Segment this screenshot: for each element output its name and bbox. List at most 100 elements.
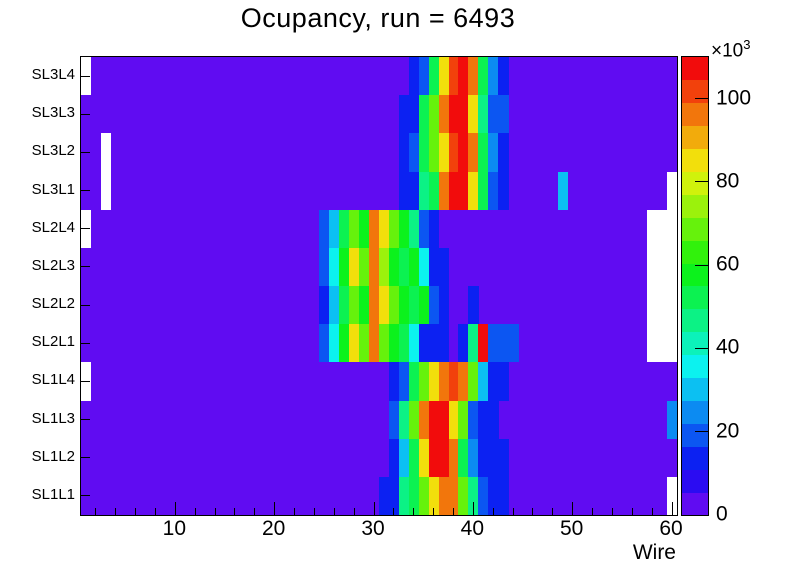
colorbar-band <box>682 148 708 172</box>
heatmap-cell <box>428 209 440 249</box>
heatmap-cell <box>438 400 450 440</box>
x-major-tick <box>572 502 574 515</box>
heatmap-cell <box>418 247 430 287</box>
x-major-tick <box>671 502 673 515</box>
heatmap-empty-cell <box>667 324 678 363</box>
y-tick <box>81 304 90 306</box>
x-minor-tick <box>254 508 256 515</box>
heatmap-cell <box>478 476 489 516</box>
y-tick <box>81 457 90 459</box>
colorbar-band <box>682 194 708 218</box>
heatmap-cell <box>438 324 450 363</box>
colorbar-band <box>682 469 708 493</box>
heatmap-cell <box>349 209 360 249</box>
heatmap-cell <box>438 95 450 134</box>
heatmap-cell <box>418 133 430 172</box>
x-tick-label: 60 <box>659 517 683 540</box>
heatmap-cell <box>388 247 400 287</box>
heatmap-cell <box>448 95 459 134</box>
x-tick-label: 40 <box>460 517 485 540</box>
colorbar-tick <box>695 347 708 349</box>
heatmap-cell <box>408 438 420 478</box>
heatmap-cell <box>458 324 469 363</box>
heatmap-cell <box>319 247 330 287</box>
heatmap-cell <box>557 171 569 211</box>
heatmap-cell <box>329 324 340 363</box>
heatmap-cell <box>488 362 499 401</box>
heatmap-cell <box>488 133 499 172</box>
heatmap-row <box>81 133 677 172</box>
heatmap-cell <box>478 171 489 211</box>
heatmap-cell <box>349 324 360 363</box>
colorbar-band <box>682 240 708 264</box>
heatmap-cell <box>319 324 330 363</box>
heatmap-cell <box>418 324 430 363</box>
colorbar-tick-label: 100 <box>716 86 752 110</box>
heatmap-row <box>81 171 678 211</box>
heatmap-cell <box>379 476 390 516</box>
heatmap-cell <box>468 400 479 440</box>
heatmap-cell <box>438 171 450 211</box>
x-minor-tick <box>532 508 534 515</box>
x-minor-tick <box>453 508 454 515</box>
heatmap-cell <box>488 400 499 440</box>
colorbar-band <box>682 492 708 516</box>
colorbar-multiplier: ×103 <box>711 37 750 62</box>
x-tick-label: 30 <box>361 517 385 540</box>
colorbar-tick <box>695 431 708 433</box>
heatmap-cell <box>418 57 430 96</box>
heatmap-cell <box>369 286 380 325</box>
heatmap-cell <box>488 476 499 516</box>
heatmap-cell <box>468 57 479 96</box>
heatmap-cell <box>398 209 410 249</box>
colorbar-band <box>682 331 708 356</box>
heatmap-empty-cell <box>647 209 658 249</box>
x-minor-tick <box>115 508 117 515</box>
heatmap-cell <box>438 286 450 325</box>
heatmap-cell <box>438 133 450 172</box>
y-row-label: SL2L1 <box>31 333 75 351</box>
y-tick <box>81 228 90 230</box>
x-minor-tick <box>552 508 554 515</box>
heatmap-empty-cell <box>657 247 668 287</box>
heatmap-cell <box>398 362 410 401</box>
heatmap-cell <box>418 209 430 249</box>
heatmap-cell <box>369 247 380 287</box>
heatmap-row <box>81 400 678 440</box>
heatmap-cell <box>398 171 410 211</box>
heatmap-cell <box>438 362 450 401</box>
colorbar-tick-label: 60 <box>716 252 740 276</box>
heatmap-cell <box>458 57 469 96</box>
heatmap-cell <box>339 209 350 249</box>
heatmap-cell <box>448 476 459 516</box>
heatmap-cell <box>408 476 420 516</box>
x-minor-tick <box>194 508 196 515</box>
chart-title: Ocupancy, run = 6493 <box>240 3 516 33</box>
heatmap-row <box>81 209 678 249</box>
x-major-tick <box>373 502 375 515</box>
heatmap-cell <box>359 286 370 325</box>
heatmap-cell <box>408 324 420 363</box>
x-minor-tick <box>413 508 415 515</box>
heatmap-cell <box>468 438 479 478</box>
heatmap-cell <box>408 133 420 172</box>
heatmap-cell <box>319 209 330 249</box>
heatmap-cell <box>448 400 459 440</box>
y-tick <box>81 495 90 497</box>
y-tick <box>81 75 90 77</box>
colorbar-tick <box>695 264 708 266</box>
heatmap-cell <box>428 57 440 96</box>
heatmap-cell <box>478 95 489 134</box>
heatmap-cell <box>488 324 499 363</box>
heatmap-cell <box>349 247 360 287</box>
heatmap-cell <box>667 400 678 440</box>
colorbar-multiplier-base: ×10 <box>711 40 744 62</box>
x-minor-tick <box>333 508 335 515</box>
heatmap-cell <box>408 247 420 287</box>
y-tick <box>81 380 90 382</box>
heatmap-cell <box>349 286 360 325</box>
heatmap-empty-cell <box>100 171 112 211</box>
heatmap-cell <box>458 476 469 516</box>
colorbar-tick-label: 40 <box>716 335 740 359</box>
heatmap-cell <box>388 438 400 478</box>
